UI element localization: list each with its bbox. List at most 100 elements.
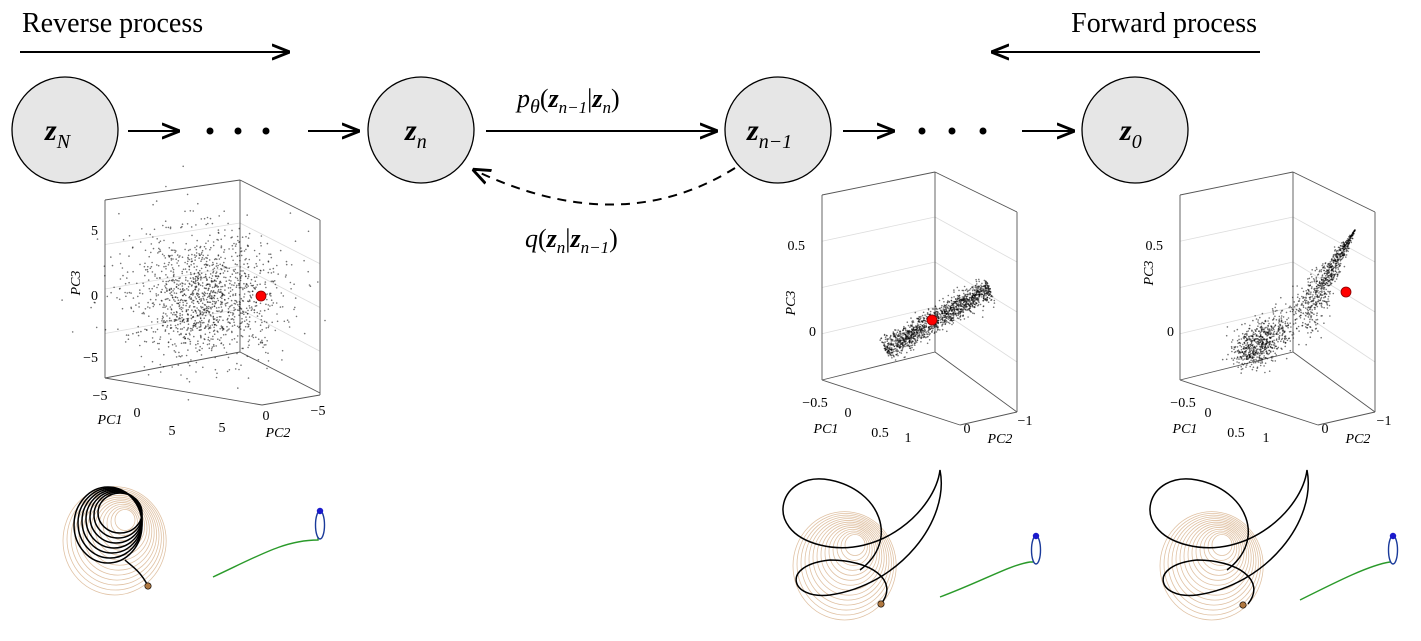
point <box>204 314 207 317</box>
point <box>952 316 955 318</box>
point <box>224 229 226 231</box>
point <box>982 309 984 312</box>
point <box>1254 347 1256 349</box>
point <box>1257 353 1259 355</box>
point <box>907 324 910 327</box>
point <box>975 302 978 304</box>
point <box>220 316 222 318</box>
point <box>1312 278 1315 280</box>
point <box>1238 338 1240 341</box>
point <box>1255 334 1258 336</box>
point <box>207 240 209 242</box>
point <box>247 285 249 287</box>
point <box>227 287 230 289</box>
point <box>970 311 972 313</box>
point <box>1292 337 1295 339</box>
point <box>972 288 974 290</box>
point <box>923 330 926 333</box>
point <box>227 308 230 310</box>
point <box>233 324 236 327</box>
point <box>215 265 218 267</box>
point <box>194 325 197 328</box>
point <box>925 331 928 333</box>
point <box>234 276 237 279</box>
point <box>280 292 283 294</box>
point <box>184 299 186 302</box>
orbit <box>86 496 153 566</box>
point <box>207 325 209 327</box>
point <box>918 316 920 318</box>
point <box>221 303 223 305</box>
point <box>188 338 191 341</box>
point <box>1259 326 1262 329</box>
point <box>267 352 269 355</box>
point <box>199 345 201 348</box>
point <box>956 300 958 302</box>
point <box>965 306 967 309</box>
point <box>1285 357 1288 360</box>
point <box>198 349 200 351</box>
point <box>166 290 168 292</box>
point <box>903 341 906 343</box>
point <box>233 270 235 273</box>
point <box>173 281 176 284</box>
point <box>1274 306 1276 309</box>
point <box>1291 296 1294 299</box>
point <box>208 326 211 329</box>
point <box>1226 326 1229 328</box>
point <box>918 326 921 328</box>
point <box>1329 281 1332 284</box>
point <box>168 261 170 264</box>
point <box>925 320 927 323</box>
point <box>197 202 199 205</box>
point <box>945 319 948 322</box>
point <box>884 336 887 339</box>
point <box>197 321 200 324</box>
point <box>272 267 275 270</box>
point <box>977 298 979 301</box>
point <box>931 329 934 332</box>
point <box>1270 325 1273 328</box>
point <box>1272 360 1274 362</box>
point <box>164 329 167 331</box>
point <box>1285 303 1287 305</box>
point <box>1289 340 1292 342</box>
point <box>149 298 152 301</box>
point <box>160 299 163 302</box>
tick-label: 0.5 <box>871 426 889 441</box>
point <box>216 286 219 288</box>
point <box>128 291 131 294</box>
point <box>253 311 256 314</box>
point <box>268 325 270 327</box>
point <box>238 287 241 289</box>
point <box>240 270 242 272</box>
point <box>209 325 212 327</box>
point <box>1296 303 1299 306</box>
point <box>1258 343 1261 346</box>
point <box>210 349 213 352</box>
point <box>283 320 286 323</box>
point <box>1236 328 1239 331</box>
orbit <box>110 507 138 536</box>
point <box>250 278 253 281</box>
point <box>914 311 917 314</box>
point <box>924 314 926 316</box>
point <box>1345 256 1347 258</box>
point <box>1334 254 1336 257</box>
point <box>264 281 267 283</box>
point <box>903 332 906 334</box>
point <box>956 286 959 289</box>
point <box>177 330 179 333</box>
point <box>307 270 310 273</box>
point <box>975 288 978 290</box>
point <box>902 338 905 341</box>
point <box>1333 275 1335 278</box>
point <box>945 307 947 309</box>
point <box>234 303 237 305</box>
point <box>217 331 219 333</box>
point <box>1312 297 1315 300</box>
point <box>202 297 205 300</box>
point <box>213 329 216 332</box>
point <box>170 257 173 260</box>
